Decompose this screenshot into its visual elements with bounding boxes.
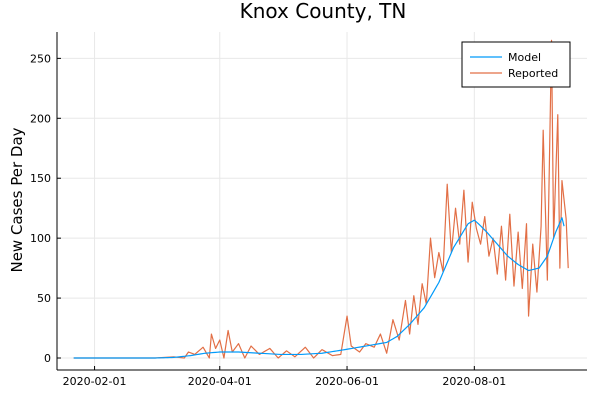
- x-tick-label: 2020-02-01: [63, 375, 127, 388]
- y-tick-label: 150: [30, 172, 51, 185]
- x-tick-label: 2020-04-01: [188, 375, 252, 388]
- y-axis-label: New Cases Per Day: [8, 127, 26, 272]
- legend-label-reported: Reported: [508, 67, 558, 80]
- legend[interactable]: Model Reported: [461, 41, 571, 88]
- legend-box: [461, 41, 571, 88]
- y-tick-label: 250: [30, 52, 51, 65]
- x-tick-label: 2020-06-01: [315, 375, 379, 388]
- axes: 2020-02-01 2020-04-01 2020-06-01 2020-08-01…: [30, 32, 587, 388]
- series-lines: [73, 39, 569, 359]
- y-tick-label: 50: [37, 292, 51, 305]
- y-tick-label: 0: [44, 352, 51, 365]
- y-tick-label: 100: [30, 232, 51, 245]
- legend-label-model: Model: [508, 51, 541, 64]
- y-tick-label: 200: [30, 112, 51, 125]
- series-line-model: [73, 217, 565, 359]
- x-tick-label: 2020-08-01: [442, 375, 506, 388]
- chart-title: Knox County, TN: [240, 0, 407, 23]
